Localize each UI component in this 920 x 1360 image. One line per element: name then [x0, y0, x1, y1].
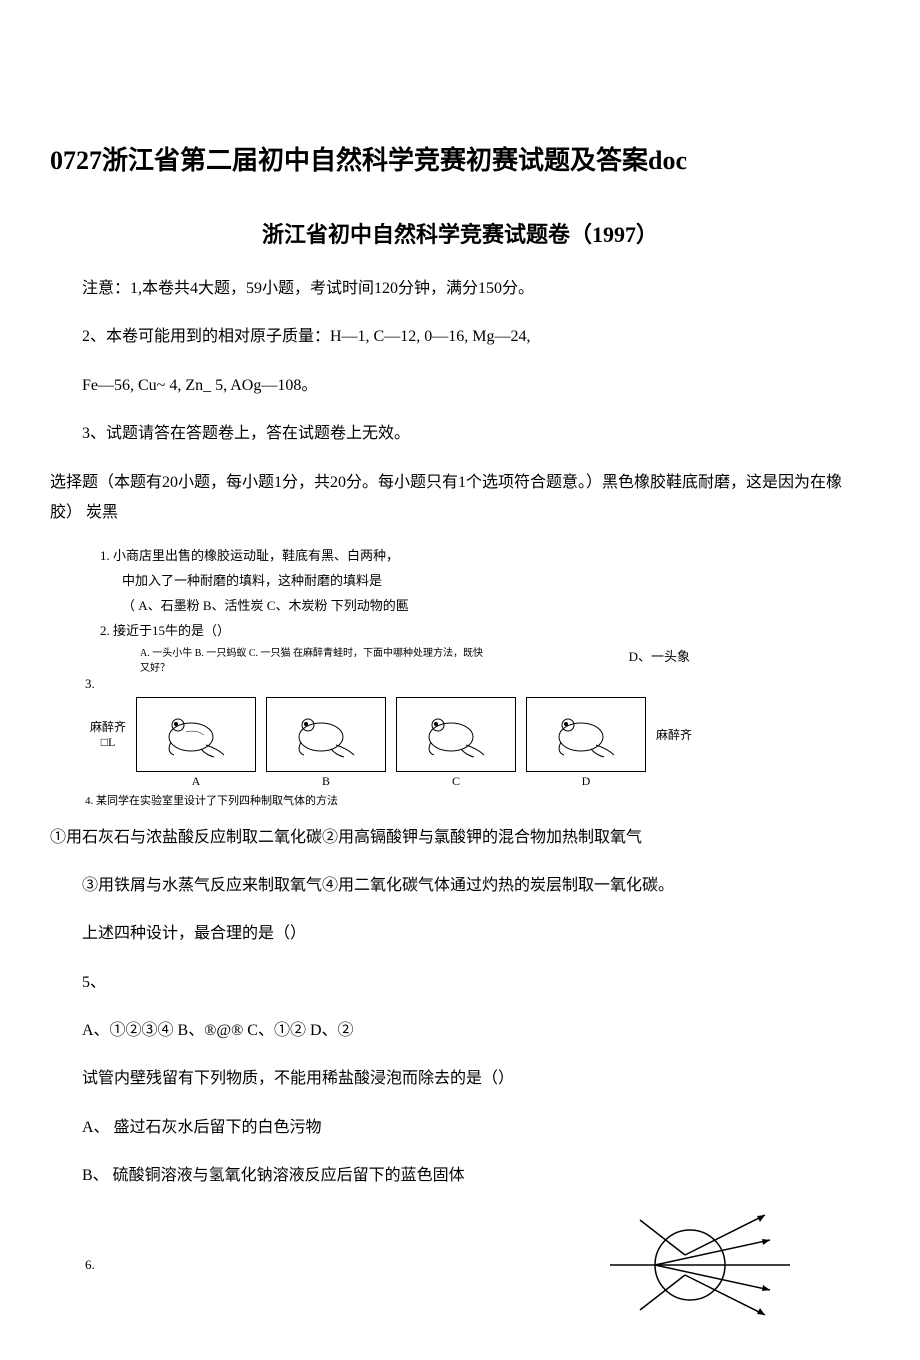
- q5-options: A、①②③④ B、®@® C、①② D、②: [50, 1016, 870, 1046]
- q5-opt-a: A、 盛过石灰水后留下的白色污物: [50, 1113, 870, 1143]
- frog-label-a: A: [192, 774, 201, 789]
- q6-num: 6.: [85, 1257, 95, 1273]
- frog-box-b: B: [266, 697, 386, 772]
- q6-row: 6.: [50, 1210, 870, 1320]
- q1-line1: 1. 小商店里出售的橡胶运动耻，鞋底有黑、白两种，: [100, 546, 870, 567]
- anesthesia-right-label: 麻醉齐: [656, 726, 692, 743]
- notice-2: 2、本卷可能用到的相对原子质量：H—1, C—12, 0—16, Mg—24,: [50, 322, 870, 352]
- notice-4: 3、试题请答在答题卷上，答在试题卷上无效。: [50, 419, 870, 449]
- q5-num: 5、: [50, 968, 870, 998]
- anesthesia-left-text: 麻醉齐: [90, 718, 126, 735]
- frog-figure-row: 麻醉齐 □L A B: [90, 697, 870, 772]
- frog-label-d: D: [582, 774, 591, 789]
- anesthesia-left-box: □L: [101, 735, 116, 750]
- exp-para-1: ①用石灰石与浓盐酸反应制取二氧化碳②用高镉酸钾与氯酸钾的混合物加热制取氧气: [50, 823, 870, 853]
- frog-icon: [416, 707, 496, 762]
- frog-label-c: C: [452, 774, 460, 789]
- q3-num: 3.: [85, 676, 870, 692]
- q5-text: 试管内壁残留有下列物质，不能用稀盐酸浸泡而除去的是（）: [50, 1064, 870, 1094]
- q2-line2: A. 一头小牛 B. 一只蚂蚁 C. 一只猫 在麻醉青蛙时，下面中哪种处理方法，…: [140, 646, 629, 661]
- frog-icon: [156, 707, 236, 762]
- q2-line3: 又好？: [140, 661, 629, 676]
- notice-1: 注意：1,本卷共4大题，59小题，考试时间120分钟，满分150分。: [50, 274, 870, 304]
- main-title: 0727浙江省第二届初中自然科学竞赛初赛试题及答案doc: [50, 140, 870, 177]
- q1-line3: （ A、石墨粉 B、活性炭 C、木炭粉 下列动物的匭: [122, 596, 870, 617]
- section-1-intro: 选择题（本题有20小题，每小题1分，共20分。每小题只有1个选项符合题意。）黑色…: [50, 468, 870, 529]
- frog-box-c: C: [396, 697, 516, 772]
- q4-line: 4. 某同学在实验室里设计了下列四种制取气体的方法: [85, 792, 870, 808]
- q2-line1: 2. 接近于15牛的是（）: [100, 621, 870, 642]
- exp-para-2: ③用铁屑与水蒸气反应来制取氧气④用二氧化碳气体通过灼热的炭层制取一氧化碳。: [50, 871, 870, 901]
- lens-diagram-icon: [610, 1210, 790, 1320]
- frog-icon: [546, 707, 626, 762]
- frog-icon: [286, 707, 366, 762]
- anesthesia-right-text: 麻醉齐: [656, 726, 692, 743]
- q2-option-d: D、一头象: [629, 646, 690, 665]
- q5-opt-b: B、 硫酸铜溶液与氢氧化钠溶液反应后留下的蓝色固体: [50, 1161, 870, 1191]
- sub-title: 浙江省初中自然科学竞赛试题卷（1997）: [50, 217, 870, 249]
- frog-box-a: A: [136, 697, 256, 772]
- anesthesia-left-label: 麻醉齐 □L: [90, 718, 126, 750]
- exp-para-3: 上述四种设计，最合理的是（）: [50, 919, 870, 949]
- q1-line2: 中加入了一种耐磨的填料，这种耐磨的填料是: [122, 571, 870, 592]
- frog-label-b: B: [322, 774, 330, 789]
- notice-3: Fe—56, Cu~ 4, Zn_ 5, AOg—108。: [50, 371, 870, 401]
- frog-box-d: D: [526, 697, 646, 772]
